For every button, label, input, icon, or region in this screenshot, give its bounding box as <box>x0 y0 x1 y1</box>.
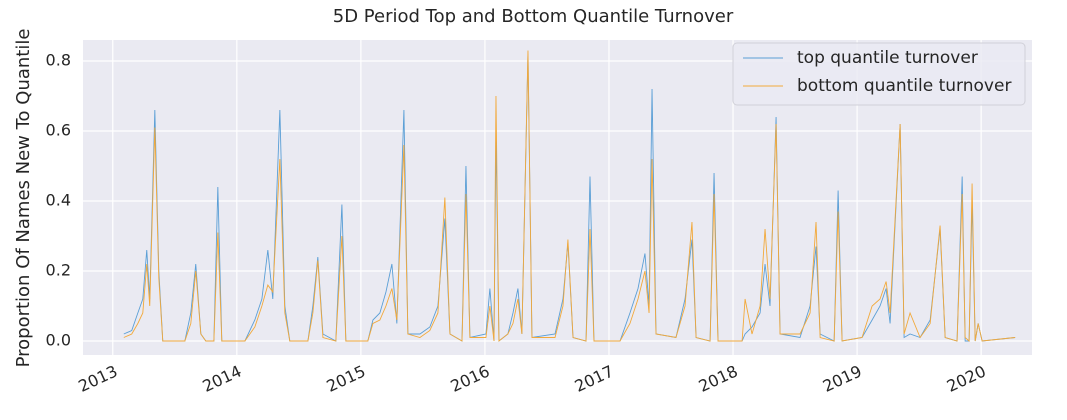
x-tick-label: 2019 <box>820 361 865 395</box>
x-tick-label: 2018 <box>696 361 741 395</box>
y-tick-label: 0.2 <box>46 261 71 280</box>
y-tick-label: 0.6 <box>46 121 71 140</box>
x-tick-label: 2013 <box>75 361 120 395</box>
y-tick-label: 0.4 <box>46 191 71 210</box>
series-line <box>123 50 1016 342</box>
y-tick-label: 0.8 <box>46 51 71 70</box>
y-axis-label: Proportion Of Names New To Quantile <box>13 29 34 368</box>
x-tick-label: 2014 <box>199 361 244 395</box>
legend-label: bottom quantile turnover <box>797 76 1011 96</box>
legend-label: top quantile turnover <box>797 48 978 68</box>
x-tick-label: 2017 <box>572 361 617 395</box>
legend-box <box>732 42 1026 106</box>
x-tick-label: 2020 <box>944 361 989 395</box>
y-tick-label: 0.0 <box>46 331 71 350</box>
x-tick-label: 2015 <box>324 361 369 395</box>
chart-title: 5D Period Top and Bottom Quantile Turnov… <box>333 6 734 27</box>
x-tick-label: 2016 <box>448 361 493 395</box>
